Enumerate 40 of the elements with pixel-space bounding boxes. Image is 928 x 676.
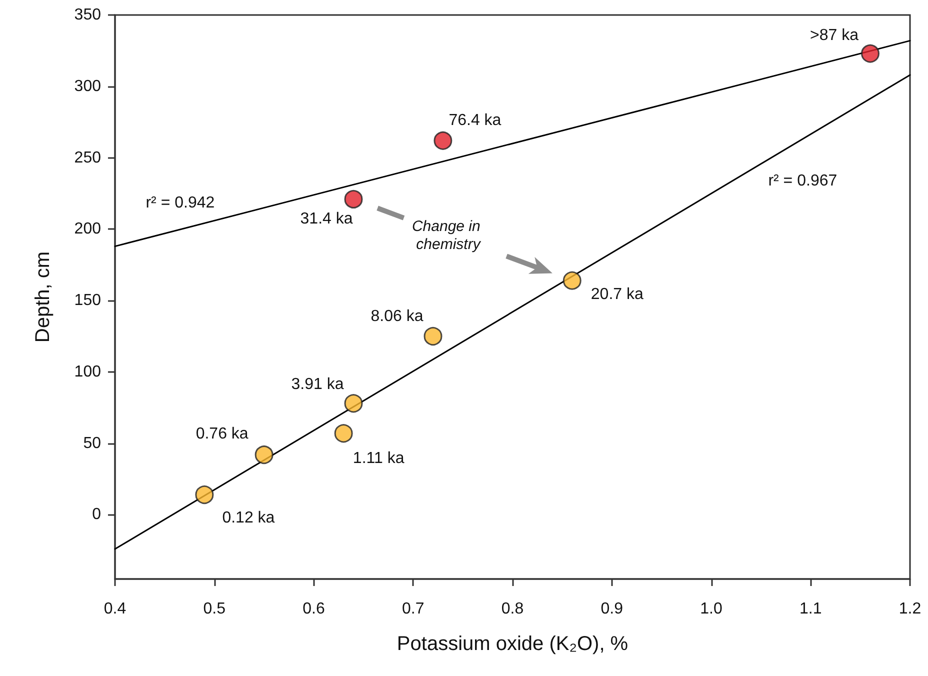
x-tick-label: 0.9 (600, 600, 624, 618)
x-tick-label: 1.2 (898, 600, 922, 618)
x-tick-label: 1.0 (700, 600, 722, 618)
annotation: >87 ka (810, 27, 859, 44)
y-tick-label: 50 (83, 434, 102, 452)
y-axis-title: Depth, cm (32, 251, 54, 343)
annotation: 8.06 ka (370, 308, 424, 325)
annotation: 31.4 ka (300, 210, 353, 228)
y-tick-label: 300 (74, 78, 102, 95)
point (344, 190, 363, 208)
annotation: 20.7 ka (590, 286, 644, 304)
x-tick-label: 0.7 (402, 600, 424, 618)
x-tick-label: 0.6 (302, 600, 325, 618)
annotation: Change in chemistry (412, 218, 485, 253)
y-tick-label: 250 (74, 149, 102, 166)
point (334, 424, 353, 443)
y-tick-label: 350 (74, 6, 102, 24)
point (424, 327, 442, 346)
point (562, 271, 582, 290)
x-tick-label: 0.8 (501, 600, 524, 618)
x-tick-label: 1.1 (800, 600, 822, 618)
point (254, 446, 274, 464)
annotation: 76.4 ka (448, 112, 502, 130)
point (344, 394, 363, 413)
annotation: 0.76 ka (196, 425, 248, 442)
y-tick-label: 100 (74, 363, 102, 380)
y-tick-label: 0 (92, 506, 102, 524)
annotation: 3.91 ka (291, 376, 344, 393)
x-tick-label: 0.4 (104, 600, 126, 618)
point (861, 44, 880, 63)
annotation: r² = 0.967 (768, 172, 838, 190)
y-tick-label: 200 (74, 220, 102, 238)
annotation: 1.11 ka (352, 450, 404, 467)
annotation: 0.12 ka (222, 509, 275, 526)
point (434, 131, 452, 150)
point (195, 486, 214, 504)
y-tick-label: 150 (74, 292, 102, 310)
x-tick-label: 0.5 (203, 600, 226, 618)
x-axis-title: Potassium oxide (K₂O), % (396, 633, 628, 655)
annotation: r² = 0.942 (146, 194, 215, 212)
